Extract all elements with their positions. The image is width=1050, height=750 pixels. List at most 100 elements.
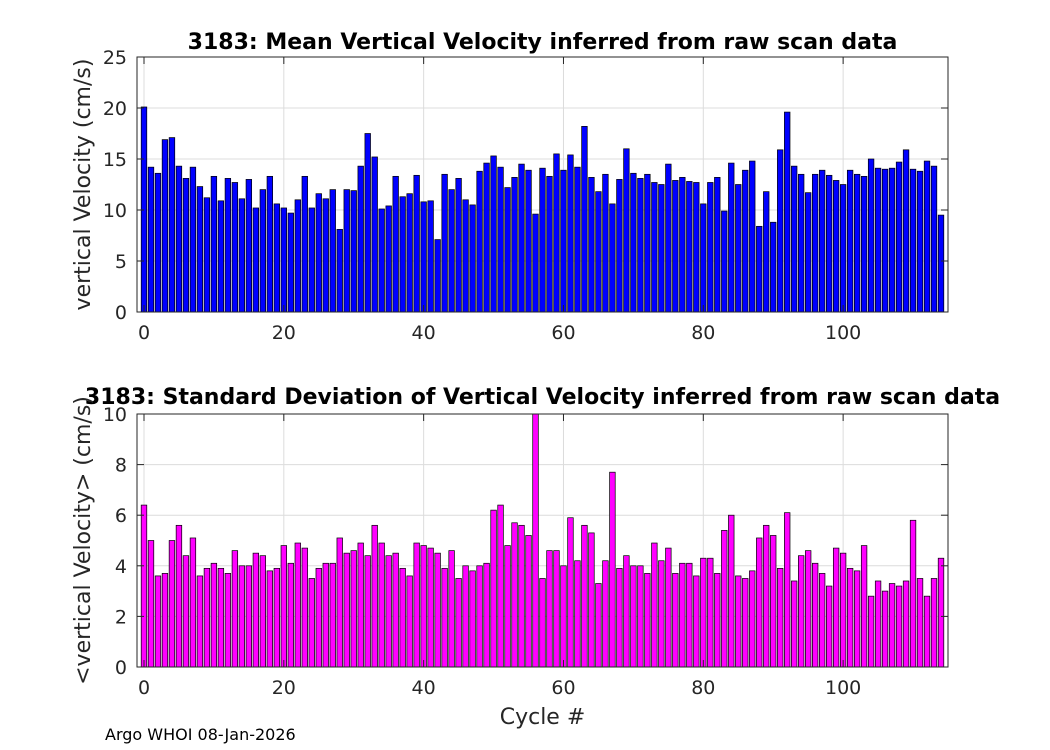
bar-mean-106 (881, 168, 889, 313)
bar-std-58 (546, 550, 553, 668)
bar-std-27 (329, 562, 336, 668)
bar-mean-56 (532, 213, 539, 313)
bar-mean-39 (413, 174, 420, 313)
bar-mean-88 (756, 225, 763, 313)
bar-std-67 (609, 471, 616, 668)
bar-std-85 (735, 575, 742, 668)
bar-std-102 (853, 570, 861, 668)
bar-mean-11 (217, 200, 225, 313)
bar-std-51 (497, 504, 504, 668)
bar-mean-111 (916, 170, 924, 313)
x-tick-label: 0 (138, 677, 150, 699)
bar-mean-30 (350, 190, 357, 313)
y-tick-label: 6 (115, 505, 127, 527)
bar-std-12 (224, 573, 232, 668)
bar-mean-5 (175, 165, 183, 313)
bar-std-68 (616, 567, 623, 668)
y-tick-label: 20 (103, 98, 127, 120)
bar-std-113 (930, 578, 938, 668)
bar-std-93 (791, 580, 798, 668)
bar-std-33 (371, 524, 378, 668)
bar-std-31 (357, 542, 364, 668)
bar-mean-70 (630, 172, 637, 313)
bar-std-97 (819, 573, 826, 668)
bar-std-105 (874, 580, 882, 668)
y-axis-label-mean: vertical Velocity (cm/s) (71, 59, 96, 311)
bar-mean-97 (819, 169, 826, 313)
bar-std-48 (476, 565, 483, 668)
bar-std-103 (860, 545, 868, 668)
bar-mean-67 (609, 203, 616, 313)
bar-mean-4 (168, 137, 176, 313)
bar-mean-68 (616, 179, 623, 313)
bar-std-63 (581, 524, 588, 668)
bar-std-59 (553, 550, 560, 668)
bar-std-24 (308, 578, 315, 668)
bar-mean-17 (259, 189, 266, 313)
bar-std-78 (686, 562, 693, 668)
bar-mean-25 (315, 193, 322, 313)
bar-mean-91 (777, 149, 784, 313)
bar-mean-72 (644, 173, 651, 313)
y-tick-label: 10 (103, 404, 127, 426)
bar-std-69 (623, 555, 630, 668)
bar-std-53 (511, 522, 518, 668)
bar-mean-22 (294, 199, 301, 313)
bar-mean-80 (700, 203, 707, 313)
bar-mean-113 (930, 165, 938, 313)
bar-std-89 (763, 524, 770, 668)
chart-title-std: 3183: Standard Deviation of Vertical Vel… (85, 385, 1000, 410)
bar-mean-52 (504, 187, 511, 313)
bar-std-45 (455, 578, 462, 668)
y-tick-label: 25 (103, 47, 127, 69)
bar-mean-75 (665, 163, 672, 313)
y-tick-label: 0 (115, 302, 127, 324)
bar-std-98 (825, 585, 833, 668)
bar-mean-79 (693, 182, 700, 313)
bar-mean-21 (287, 212, 294, 313)
bar-mean-112 (923, 160, 931, 313)
bar-std-52 (504, 545, 511, 668)
x-tick-label: 80 (691, 677, 715, 699)
bar-mean-96 (812, 173, 819, 313)
bar-std-87 (749, 570, 756, 668)
bar-mean-42 (434, 239, 441, 313)
bar-mean-69 (623, 148, 630, 313)
bar-std-88 (756, 537, 763, 668)
bar-std-106 (881, 590, 889, 668)
bar-mean-87 (749, 160, 756, 313)
bar-std-4 (168, 540, 176, 668)
bar-mean-45 (455, 178, 462, 313)
bar-std-91 (777, 567, 784, 668)
bar-mean-94 (798, 173, 805, 313)
bar-std-16 (252, 552, 260, 668)
bar-mean-49 (483, 162, 490, 313)
bar-mean-63 (581, 126, 588, 313)
bar-std-40 (420, 545, 427, 668)
bar-std-26 (322, 562, 329, 668)
bar-mean-61 (567, 154, 574, 313)
bar-std-94 (798, 555, 805, 668)
bar-std-62 (574, 560, 581, 668)
x-tick-label: 60 (551, 322, 575, 344)
bar-std-15 (245, 565, 253, 668)
bar-mean-93 (791, 165, 798, 313)
chart-mean: 0 20 40 60 80 100 0 5 10 15 20 25 3183: Mean Vertica… (71, 30, 949, 344)
bar-std-79 (693, 575, 700, 668)
bar-mean-95 (805, 192, 812, 313)
x-tick-label: 100 (825, 322, 861, 344)
bar-mean-19 (273, 203, 280, 313)
y-tick-label: 8 (115, 455, 127, 477)
bar-std-13 (231, 550, 239, 668)
bar-mean-50 (490, 155, 497, 313)
bar-std-99 (832, 547, 840, 668)
bar-mean-18 (266, 175, 273, 313)
y-tick-label: 0 (115, 657, 127, 679)
bar-std-70 (630, 565, 637, 668)
bar-std-29 (343, 552, 350, 668)
bar-std-37 (399, 567, 406, 668)
x-axis-label-std: Cycle # (500, 705, 586, 730)
y-tick-label: 2 (115, 606, 127, 628)
bar-mean-20 (280, 207, 287, 313)
bar-std-43 (441, 567, 448, 668)
